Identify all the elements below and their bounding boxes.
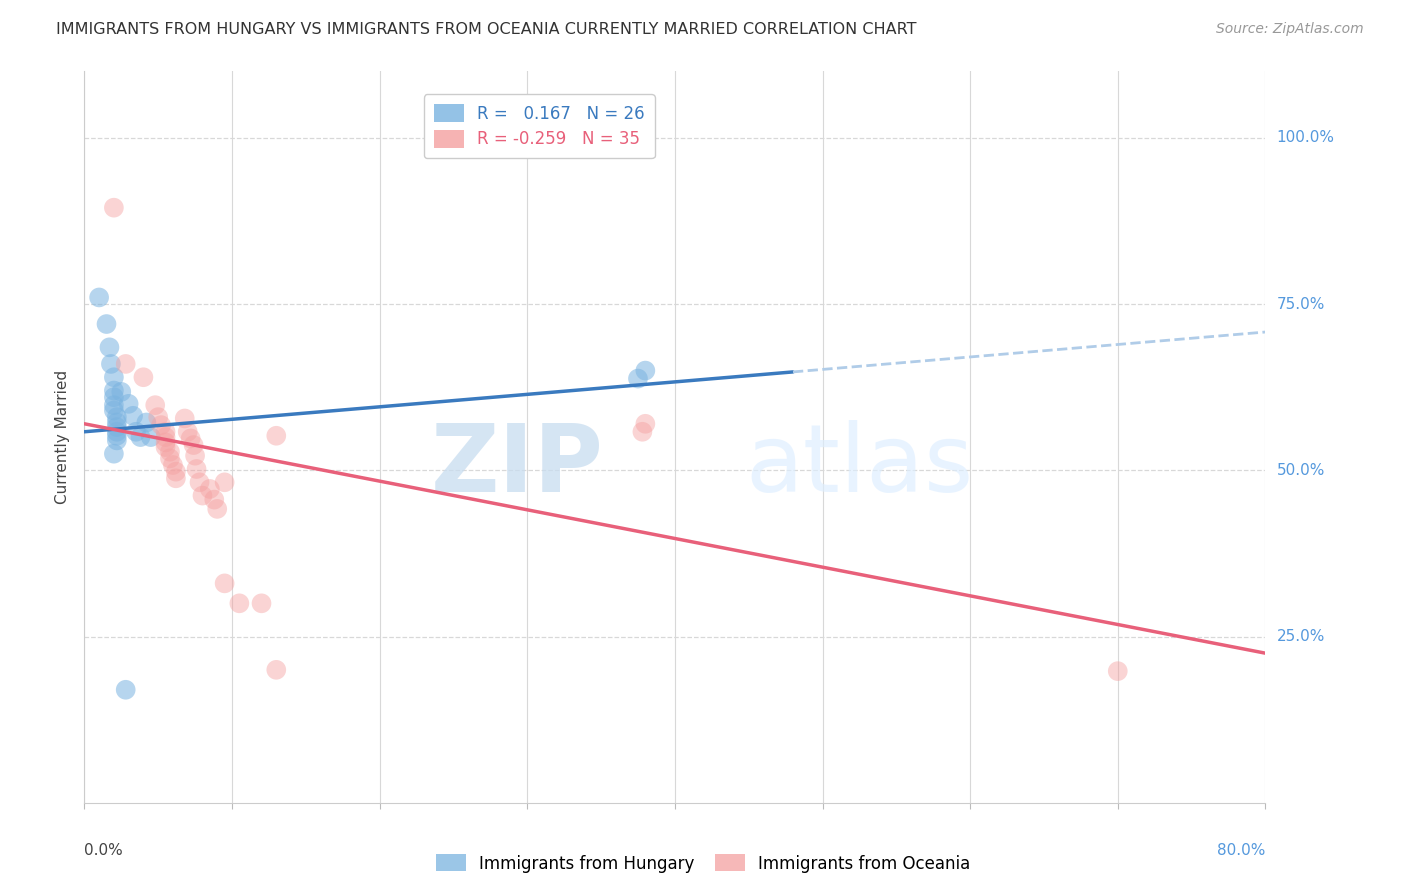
Point: [202, 492, 225, 507]
Point: [105, 425, 128, 439]
Point: [105, 420, 128, 434]
Point: [173, 411, 195, 425]
Point: [180, 431, 202, 445]
Point: [103, 403, 125, 417]
Text: IMMIGRANTS FROM HUNGARY VS IMMIGRANTS FROM OCEANIA CURRENTLY MARRIED CORRELATION: IMMIGRANTS FROM HUNGARY VS IMMIGRANTS FR…: [56, 22, 917, 37]
Text: 75.0%: 75.0%: [1277, 297, 1324, 311]
Point: [100, 357, 122, 371]
Point: [159, 444, 181, 458]
Point: [103, 447, 125, 461]
Point: [105, 429, 128, 443]
Point: [98, 340, 121, 354]
Point: [177, 425, 200, 439]
Text: ZIP: ZIP: [432, 420, 605, 512]
Text: 100.0%: 100.0%: [1277, 130, 1334, 145]
Point: [250, 596, 273, 610]
Legend: Immigrants from Hungary, Immigrants from Oceania: Immigrants from Hungary, Immigrants from…: [429, 847, 977, 880]
Point: [135, 416, 157, 430]
Point: [132, 370, 155, 384]
Point: [105, 416, 128, 430]
Legend: R =   0.167   N = 26, R = -0.259   N = 35: R = 0.167 N = 26, R = -0.259 N = 35: [423, 95, 655, 158]
Point: [264, 429, 288, 443]
Point: [150, 418, 173, 433]
Text: 0.0%: 0.0%: [84, 843, 124, 858]
Point: [159, 451, 181, 466]
Point: [155, 430, 177, 444]
Point: [228, 596, 250, 610]
Point: [118, 397, 141, 411]
Point: [188, 475, 211, 490]
Text: 25.0%: 25.0%: [1277, 629, 1324, 644]
Point: [634, 417, 657, 431]
Point: [87, 290, 111, 304]
Point: [198, 482, 221, 496]
Point: [96, 317, 118, 331]
Point: [191, 489, 214, 503]
Point: [205, 502, 228, 516]
Point: [105, 434, 128, 448]
Text: atlas: atlas: [745, 420, 974, 512]
Point: [103, 398, 125, 412]
Point: [214, 576, 236, 591]
Point: [129, 430, 152, 444]
Point: [139, 430, 162, 444]
Point: [114, 682, 136, 697]
Point: [148, 410, 170, 425]
Point: [1107, 664, 1129, 678]
Point: [114, 357, 136, 371]
Point: [125, 425, 148, 439]
Text: 80.0%: 80.0%: [1218, 843, 1265, 858]
Point: [634, 363, 657, 377]
Point: [105, 410, 128, 425]
Point: [165, 465, 187, 479]
Text: Source: ZipAtlas.com: Source: ZipAtlas.com: [1216, 22, 1364, 37]
Point: [103, 201, 125, 215]
Point: [186, 462, 208, 476]
Point: [155, 425, 177, 439]
Point: [627, 371, 650, 385]
Point: [155, 440, 177, 454]
Point: [103, 390, 125, 404]
Text: 50.0%: 50.0%: [1277, 463, 1324, 478]
Point: [143, 398, 166, 412]
Point: [110, 384, 132, 399]
Point: [183, 438, 205, 452]
Point: [162, 458, 184, 472]
Point: [103, 370, 125, 384]
Y-axis label: Currently Married: Currently Married: [55, 370, 70, 504]
Point: [165, 471, 187, 485]
Point: [264, 663, 288, 677]
Point: [103, 384, 125, 398]
Point: [184, 449, 207, 463]
Point: [155, 435, 177, 450]
Point: [214, 475, 236, 490]
Point: [631, 425, 654, 439]
Point: [122, 409, 145, 423]
